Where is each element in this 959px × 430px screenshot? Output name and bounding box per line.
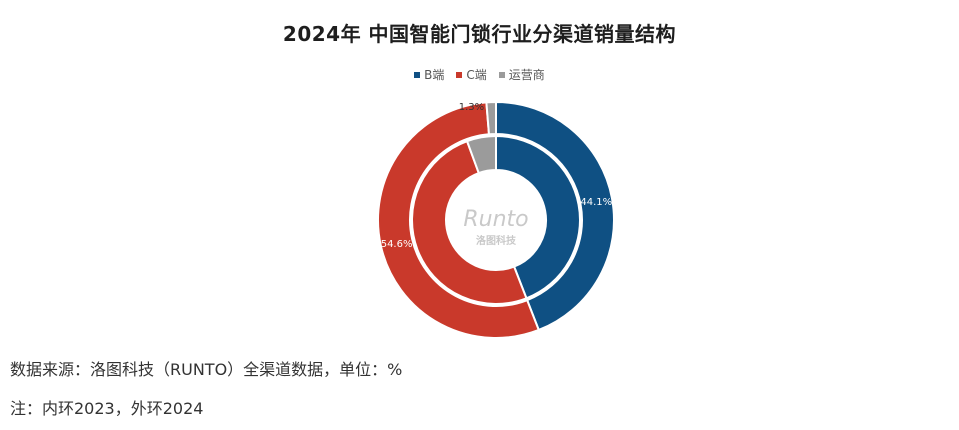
slice-label-b: 44.1% bbox=[580, 197, 612, 208]
legend-label-c: C端 bbox=[466, 68, 487, 82]
slice-labels: 44.1% 54.6% 1.3% bbox=[381, 102, 612, 250]
legend-label-b: B端 bbox=[424, 68, 445, 82]
outer-ring-slice-c bbox=[377, 101, 541, 339]
inner-ring-slice-carrier bbox=[465, 134, 497, 175]
inner-ring-slice-b bbox=[495, 134, 581, 300]
chart-title: 2024年 中国智能门锁行业分渠道销量结构 bbox=[282, 22, 677, 46]
legend-item-c: C端 bbox=[456, 66, 487, 83]
inner-ring bbox=[411, 134, 581, 305]
inner-ring-slice-c bbox=[411, 139, 528, 305]
outer-ring bbox=[377, 100, 615, 339]
legend-item-b: B端 bbox=[414, 66, 444, 83]
outer-ring-slice-b bbox=[495, 100, 615, 332]
source-note: 数据来源：洛图科技（RUNTO）全渠道数据，单位：% bbox=[10, 360, 403, 379]
legend-item-carrier: 运营商 bbox=[498, 66, 545, 83]
legend-swatch-carrier bbox=[498, 71, 505, 78]
chart-legend: B端 C端 运营商 bbox=[0, 66, 959, 83]
slice-label-carrier: 1.3% bbox=[459, 102, 484, 113]
watermark-brand: Runto bbox=[463, 207, 528, 232]
ring-note: 注：内环2023，外环2024 bbox=[10, 399, 204, 418]
watermark-logo: Runto 洛图科技 bbox=[463, 207, 528, 247]
outer-ring-slice-carrier bbox=[485, 100, 497, 136]
slice-label-c: 54.6% bbox=[381, 239, 413, 250]
watermark-cn: 洛图科技 bbox=[476, 234, 517, 247]
legend-swatch-b bbox=[414, 71, 421, 78]
legend-label-carrier: 运营商 bbox=[508, 68, 545, 82]
legend-swatch-c bbox=[456, 71, 463, 78]
